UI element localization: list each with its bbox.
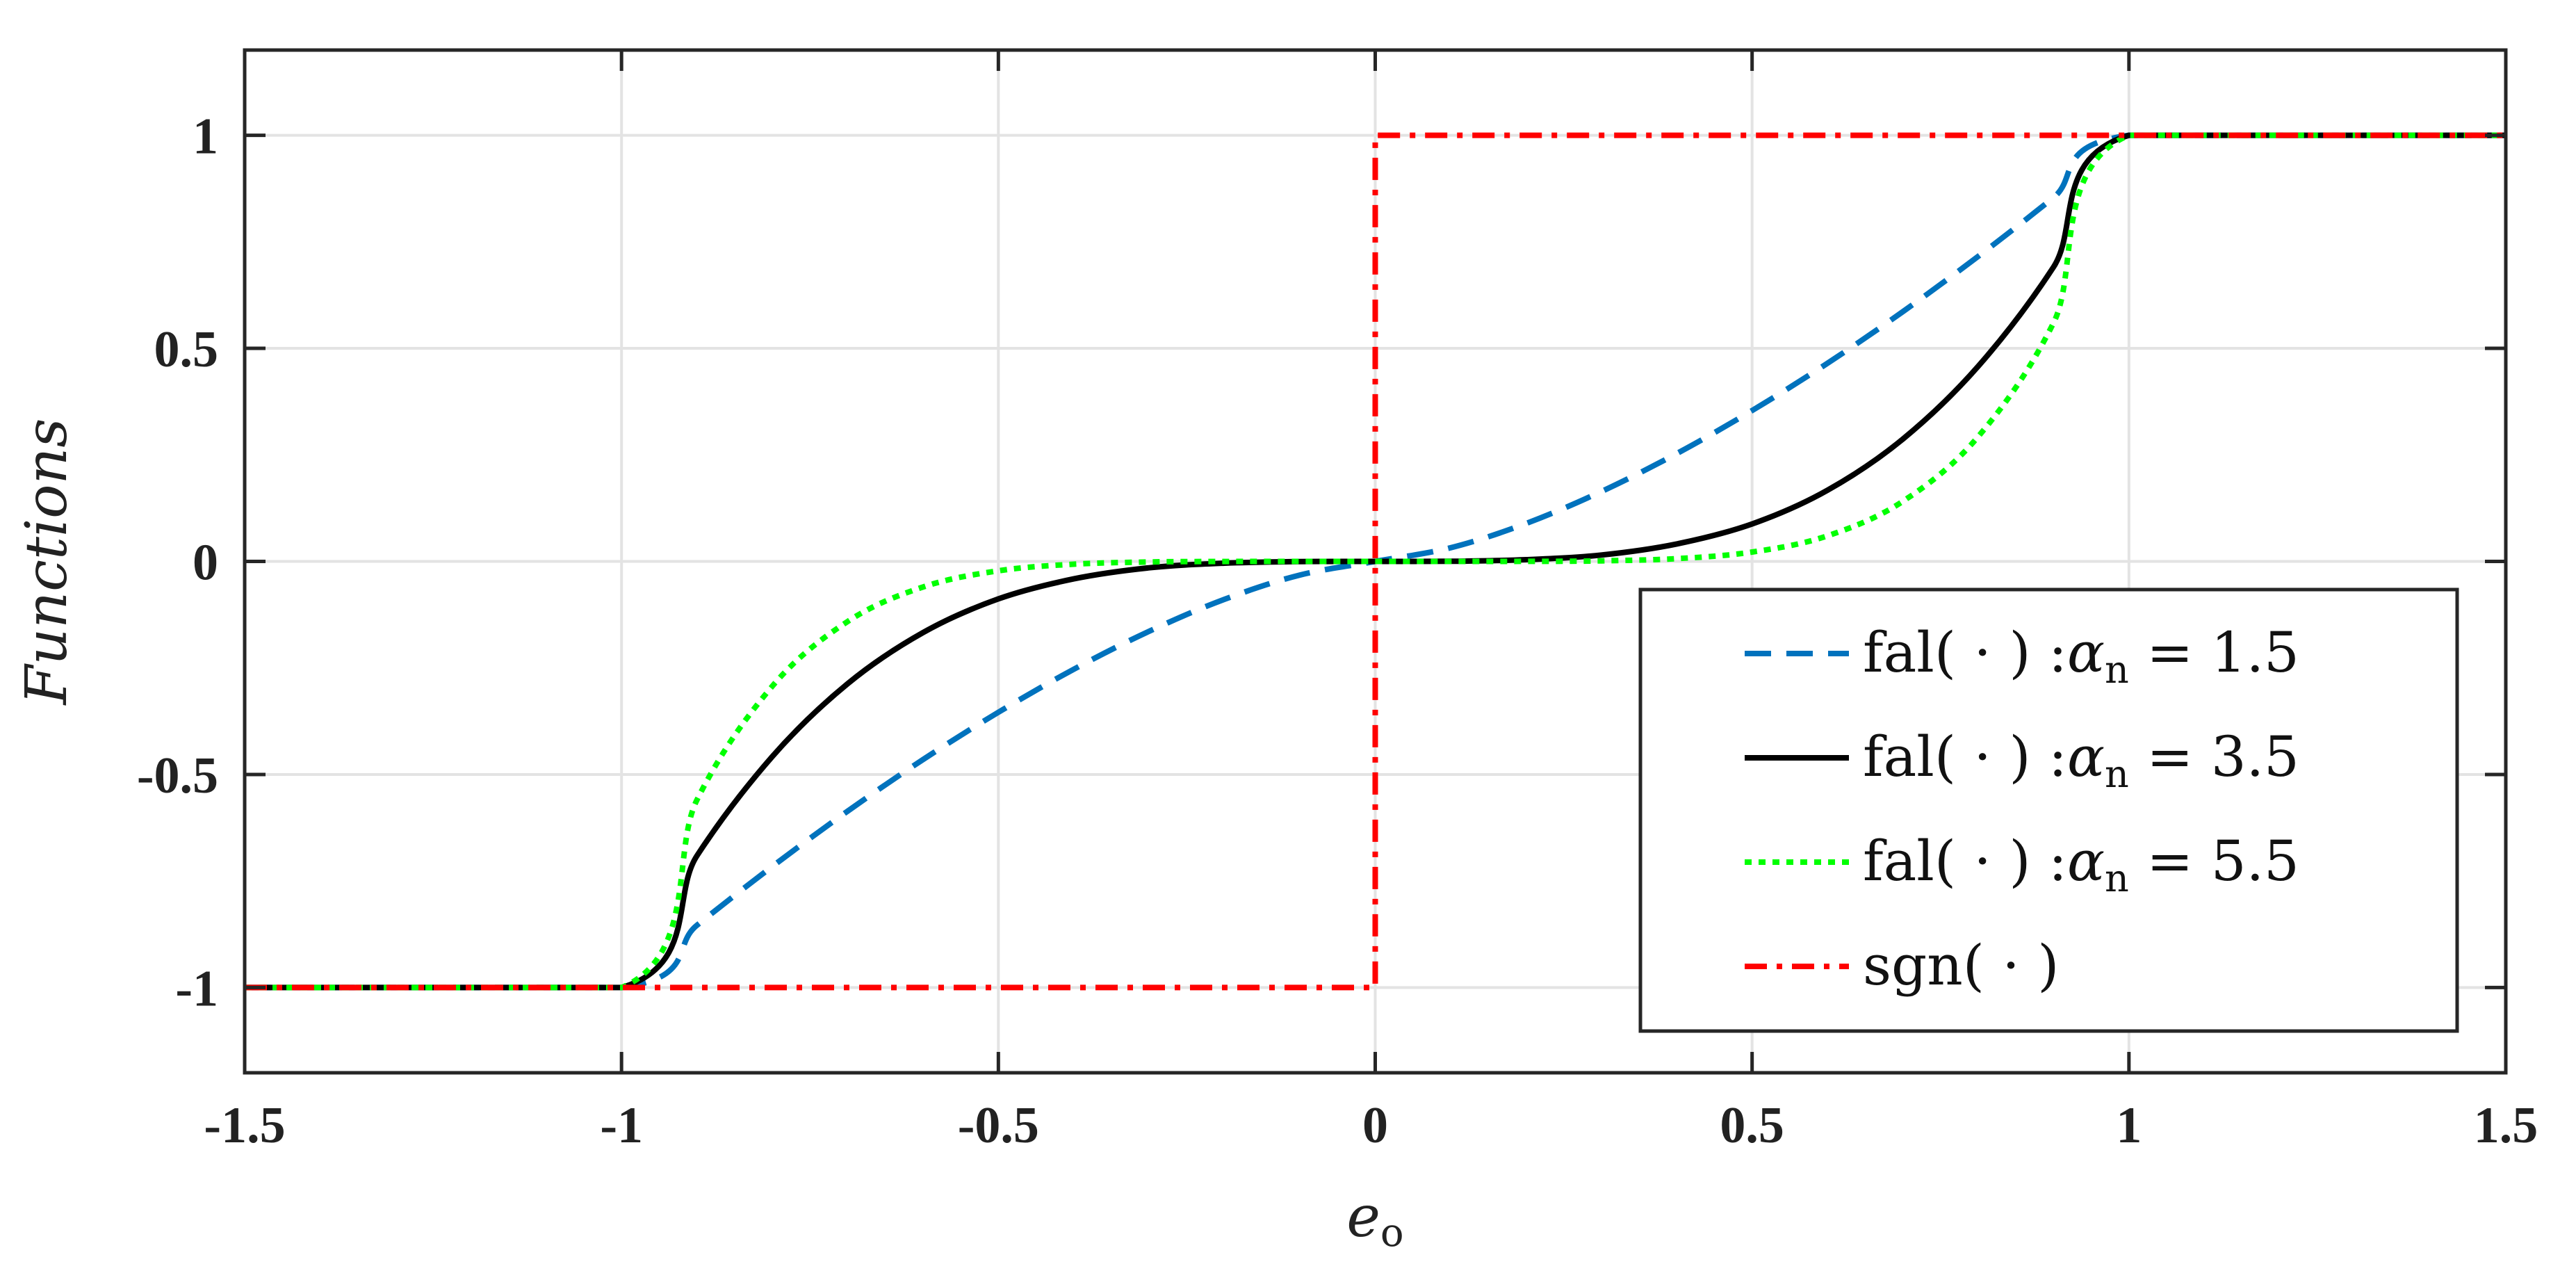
legend-label-prefix: fal( · ) : [1863,724,2067,789]
y-tick-label: 0.5 [154,321,219,378]
x-tick-label: -0.5 [958,1097,1039,1154]
x-tick-label: 1.5 [2474,1097,2538,1154]
y-tick-label: -0.5 [137,747,218,804]
legend-label-symbol: α [2067,829,2105,893]
y-tick-label: 1 [193,108,218,165]
legend-label-4: sgn( · ) [1863,933,2060,998]
x-tick-label: 1 [2116,1097,2142,1154]
y-tick-labels: -1 -0.5 0 0.5 1 [137,108,218,1018]
legend-label-subscript: n [2105,752,2129,796]
y-axis-label: Functions [14,419,80,706]
legend-label-value: = 3.5 [2129,724,2299,789]
legend-label-subscript: n [2105,857,2129,900]
legend-label-prefix: sgn( · ) [1863,933,2060,998]
series-layer [245,132,2506,991]
x-axis-label: eo [1346,1184,1403,1256]
legend-label-subscript: n [2105,648,2129,692]
series-line-3 [245,132,2506,991]
legend-label-symbol: α [2067,724,2105,789]
x-tick-label: 0.5 [1720,1097,1784,1154]
legend-box [1638,587,2459,1033]
x-tick-label: 0 [1362,1097,1388,1154]
x-axis-label-subscript: o [1380,1210,1404,1256]
y-tick-label: 0 [193,535,218,592]
legend-label-value: = 5.5 [2129,829,2299,893]
x-tick-label: -1.5 [204,1097,285,1154]
y-tick-label: -1 [175,960,218,1017]
x-axis-label-main: e [1346,1184,1380,1250]
legend-label-symbol: α [2067,620,2105,685]
legend-label-2: fal( · ) :αn = 3.5 [1863,724,2299,796]
x-tick-labels: -1.5 -1 -0.5 0 0.5 1 1.5 [204,1097,2538,1154]
legend-label-prefix: fal( · ) : [1863,829,2067,893]
legend-label-1: fal( · ) :αn = 1.5 [1863,620,2299,692]
legend-label-3: fal( · ) :αn = 5.5 [1863,829,2299,900]
legend-label-value: = 1.5 [2129,620,2299,685]
legend-label-prefix: fal( · ) : [1863,620,2067,685]
x-tick-label: -1 [600,1097,643,1154]
axis-ticks [243,50,2508,1073]
